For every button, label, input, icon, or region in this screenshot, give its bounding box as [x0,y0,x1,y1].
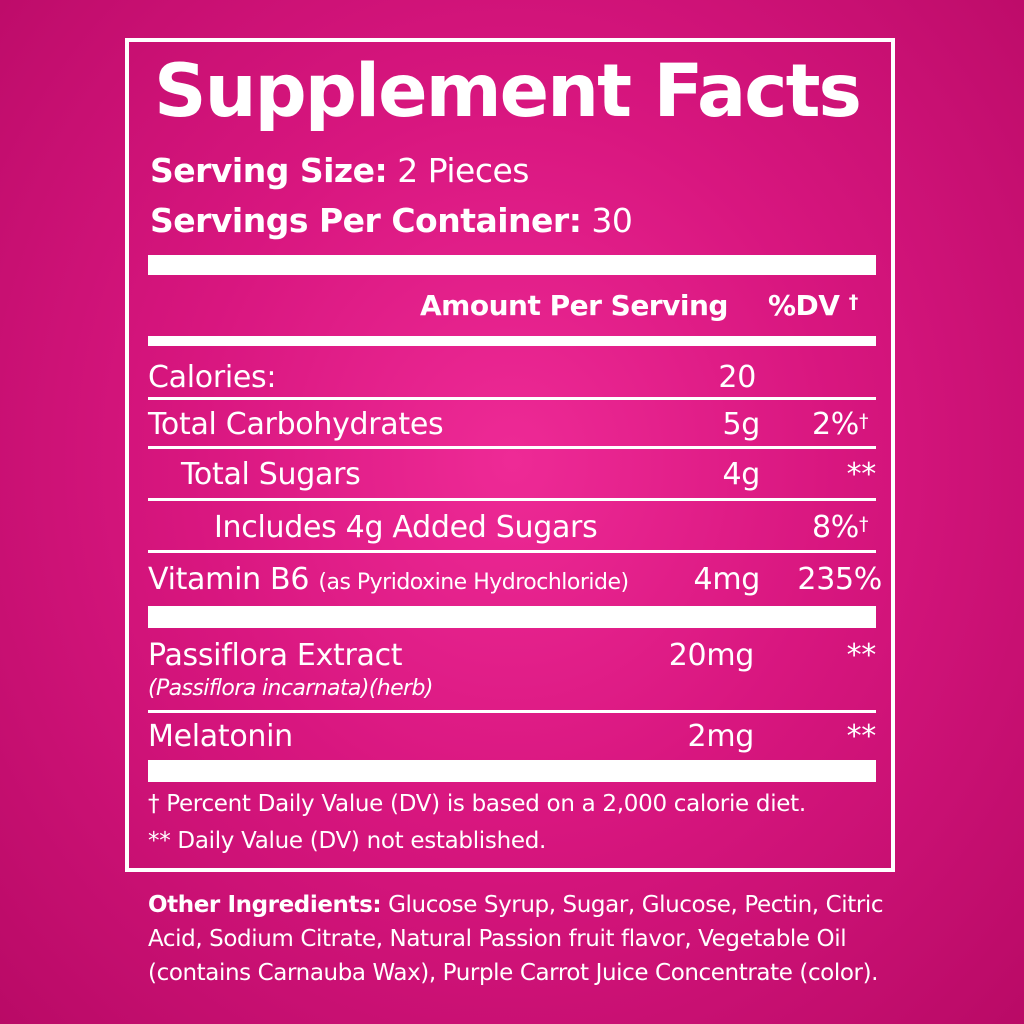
footnote-stars: ** Daily Value (DV) not established. [148,828,547,854]
row-carbs-dv-mark: † [859,410,869,432]
row-passiflora-name: Passiflora Extract [148,638,403,673]
serving-size-value: 2 Pieces [387,151,529,190]
column-header-amount: Amount Per Serving [420,289,728,322]
servings-per-container-value: 30 [581,201,633,240]
dv-dagger: † [848,291,859,313]
row-b6-note: (as Pyridoxine Hydrochloride) [318,570,629,595]
row-passiflora-dv: ** [846,638,877,673]
row-melatonin-dv: ** [846,719,877,754]
row-divider [148,498,876,501]
row-added-sugars-name: Includes 4g Added Sugars [214,510,598,545]
row-carbs-amount: 5g [722,407,760,442]
row-calories-name: Calories: [148,360,277,395]
row-carbs-dv-value: 2% [812,407,859,442]
row-added-sugars-dv: 8%† [812,508,869,548]
serving-size: Serving Size: 2 Pieces [150,151,529,191]
serving-size-label: Serving Size: [150,151,388,190]
supplement-facts-panel [125,38,895,872]
row-melatonin-name: Melatonin [148,719,293,754]
other-ingredients-label: Other Ingredients: [148,892,382,918]
row-added-sugars-dv-value: 8% [812,510,859,545]
row-passiflora-amount: 20mg [668,638,755,673]
servings-per-container-label: Servings Per Container: [150,201,582,240]
row-sugars-name: Total Sugars [181,457,361,492]
dv-label: %DV [768,289,840,322]
label-title: Supplement Facts [154,49,862,134]
row-b6-name: Vitamin B6 [148,562,310,597]
row-b6-amount: 4mg [693,562,761,597]
servings-per-container: Servings Per Container: 30 [150,201,633,241]
row-divider [148,397,876,400]
footnote-dagger: † Percent Daily Value (DV) is based on a… [148,791,806,817]
thick-divider-middle [148,606,876,628]
row-calories-amount: 20 [718,360,756,395]
other-ingredients: Other Ingredients: Glucose Syrup, Sugar,… [148,888,908,990]
row-divider [148,550,876,553]
row-carbs-name: Total Carbohydrates [148,407,444,442]
column-header-dv: %DV † [768,286,858,326]
row-sugars-amount: 4g [722,457,760,492]
row-sugars-dv: ** [846,457,877,492]
medium-divider [148,336,876,346]
row-b6-dv: 235% [797,562,882,597]
thick-divider-bottom [148,760,876,782]
row-divider [148,446,876,449]
row-passiflora-note: (Passiflora incarnata)(herb) [148,676,433,701]
row-melatonin-amount: 2mg [687,719,755,754]
row-carbs-dv: 2%† [812,405,869,445]
other-ingredients-text: Glucose Syrup, Sugar, Glucose, Pectin, C… [148,892,884,986]
row-added-sugars-dv-mark: † [859,513,869,535]
thick-divider-top [148,255,876,275]
row-b6: Vitamin B6 (as Pyridoxine Hydrochloride) [148,560,629,603]
row-divider [148,710,876,713]
